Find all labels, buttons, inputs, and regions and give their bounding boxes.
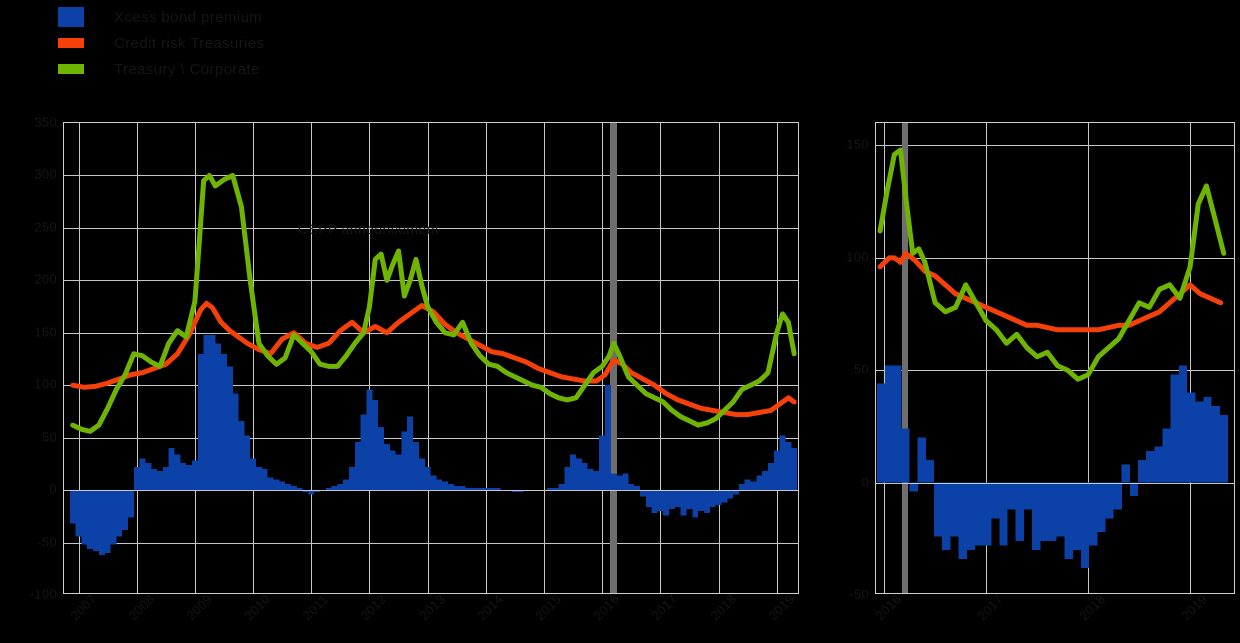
legend-item: Treasury \ Corporate: [58, 56, 265, 82]
gridline-vertical: [485, 123, 487, 593]
gridline-vertical: [602, 123, 604, 593]
gridline-vertical: [986, 123, 988, 593]
y-axis-tick-label: -100: [29, 586, 57, 602]
cspp-event-band: [901, 123, 908, 593]
bar-series-xcess-bond-premium: [69, 334, 798, 556]
cspp-announcement-label: CSPP announcement: [297, 220, 440, 237]
legend-swatch-spread: [58, 64, 84, 74]
zero-line: [876, 482, 1234, 484]
x-axis-tick-label: 2019: [765, 591, 797, 624]
x-axis-tick-label: 2016: [590, 591, 623, 624]
gridline-vertical: [1088, 123, 1090, 593]
gridline-horizontal: [64, 227, 798, 229]
gridline-vertical: [369, 123, 371, 593]
gridline-vertical: [253, 123, 255, 593]
x-axis-tick-label: 2014: [474, 591, 507, 624]
x-axis-tick-label: 2018: [1076, 591, 1109, 624]
gridline-vertical: [194, 123, 196, 593]
gridline-horizontal: [64, 542, 798, 544]
y-axis-tick-label: 50: [853, 361, 869, 377]
gridline-vertical: [311, 123, 313, 593]
right-chart-panel: 150 100 50 0 -50 2016 2017 2018 2019: [820, 0, 1240, 643]
gridline-horizontal: [64, 385, 798, 387]
plot-area: [63, 122, 799, 594]
gridline-horizontal: [64, 332, 798, 334]
gridline-vertical: [78, 123, 80, 593]
chart-legend: Xcess bond premium Credit risk Treasurie…: [58, 4, 265, 82]
y-axis-tick-label: 0: [861, 474, 869, 490]
y-axis-tick-label: 350: [34, 114, 57, 130]
zero-line: [64, 490, 798, 492]
y-axis-tick-label: 0: [49, 481, 57, 497]
y-axis-tick-label: 250: [34, 219, 57, 235]
legend-label: Treasury \ Corporate: [114, 60, 260, 78]
x-axis-tick-label: 2017: [974, 591, 1007, 624]
gridline-vertical: [660, 123, 662, 593]
line-series-credit-risk-treasuries: [877, 250, 1224, 333]
gridline-horizontal: [876, 370, 1234, 372]
x-axis-tick-label: 2015: [532, 591, 565, 624]
y-axis-tick-label: 50: [41, 429, 57, 445]
line-series-treasury-corporate: [70, 172, 797, 434]
legend-swatch-excess-bond-premium: [58, 7, 84, 27]
left-chart-panel: 350 300 250 200 150 100 50 0 -50 -100 2007 2008 2009…: [29, 114, 799, 624]
gridline-horizontal: [64, 437, 798, 439]
x-axis-tick-label: 2011: [299, 591, 332, 623]
y-axis-tick-label: -50: [849, 586, 869, 602]
series-layer: [876, 365, 1228, 569]
gridline-vertical: [884, 123, 886, 593]
legend-item: Credit risk Treasuries: [58, 30, 265, 56]
y-axis-tick-label: 100: [846, 249, 869, 265]
x-axis-tick-label: 2018: [706, 591, 739, 624]
x-axis-tick-label: 2008: [125, 591, 157, 624]
gridline-vertical: [718, 123, 720, 593]
line-layer: [70, 172, 797, 434]
bar-series-xcess-bond-premium: [876, 365, 1228, 569]
gridline-horizontal: [64, 280, 798, 282]
line-series-treasury-corporate: [877, 147, 1227, 382]
x-axis-tick-label: 2007: [66, 591, 99, 624]
y-axis-tick-label: 100: [34, 376, 57, 392]
series-layer: [69, 334, 798, 556]
gridline-vertical: [544, 123, 545, 593]
x-axis-tick-label: 2019: [1178, 591, 1211, 624]
x-axis-tick-label: 2009: [183, 591, 216, 624]
legend-label: Xcess bond premium: [114, 8, 263, 26]
gridline-vertical: [136, 123, 138, 593]
y-axis-tick-label: 150: [34, 324, 57, 340]
legend-label: Credit risk Treasuries: [114, 34, 265, 52]
plot-area: [875, 122, 1235, 594]
gridline-horizontal: [876, 145, 1234, 147]
gridline-horizontal: [64, 175, 798, 177]
x-axis-tick-label: 2010: [241, 591, 274, 624]
gridline-vertical: [776, 123, 778, 593]
gridline-vertical: [1190, 123, 1192, 593]
line-layer: [877, 147, 1227, 382]
gridline-horizontal: [876, 257, 1234, 259]
x-axis-tick-label: 2012: [357, 591, 390, 624]
legend-item: Xcess bond premium: [58, 4, 265, 30]
legend-swatch-credit-risk: [58, 38, 84, 48]
gridline-vertical: [427, 123, 429, 593]
y-axis-tick-label: -50: [37, 534, 57, 550]
x-axis-tick-label: 2013: [415, 591, 448, 624]
y-axis-tick-label: 200: [34, 271, 57, 287]
x-axis-tick-label: 2016: [872, 591, 905, 624]
x-axis-tick-label: 2017: [648, 591, 681, 624]
y-axis-tick-label: 150: [846, 136, 869, 152]
y-axis-tick-label: 300: [34, 166, 57, 182]
